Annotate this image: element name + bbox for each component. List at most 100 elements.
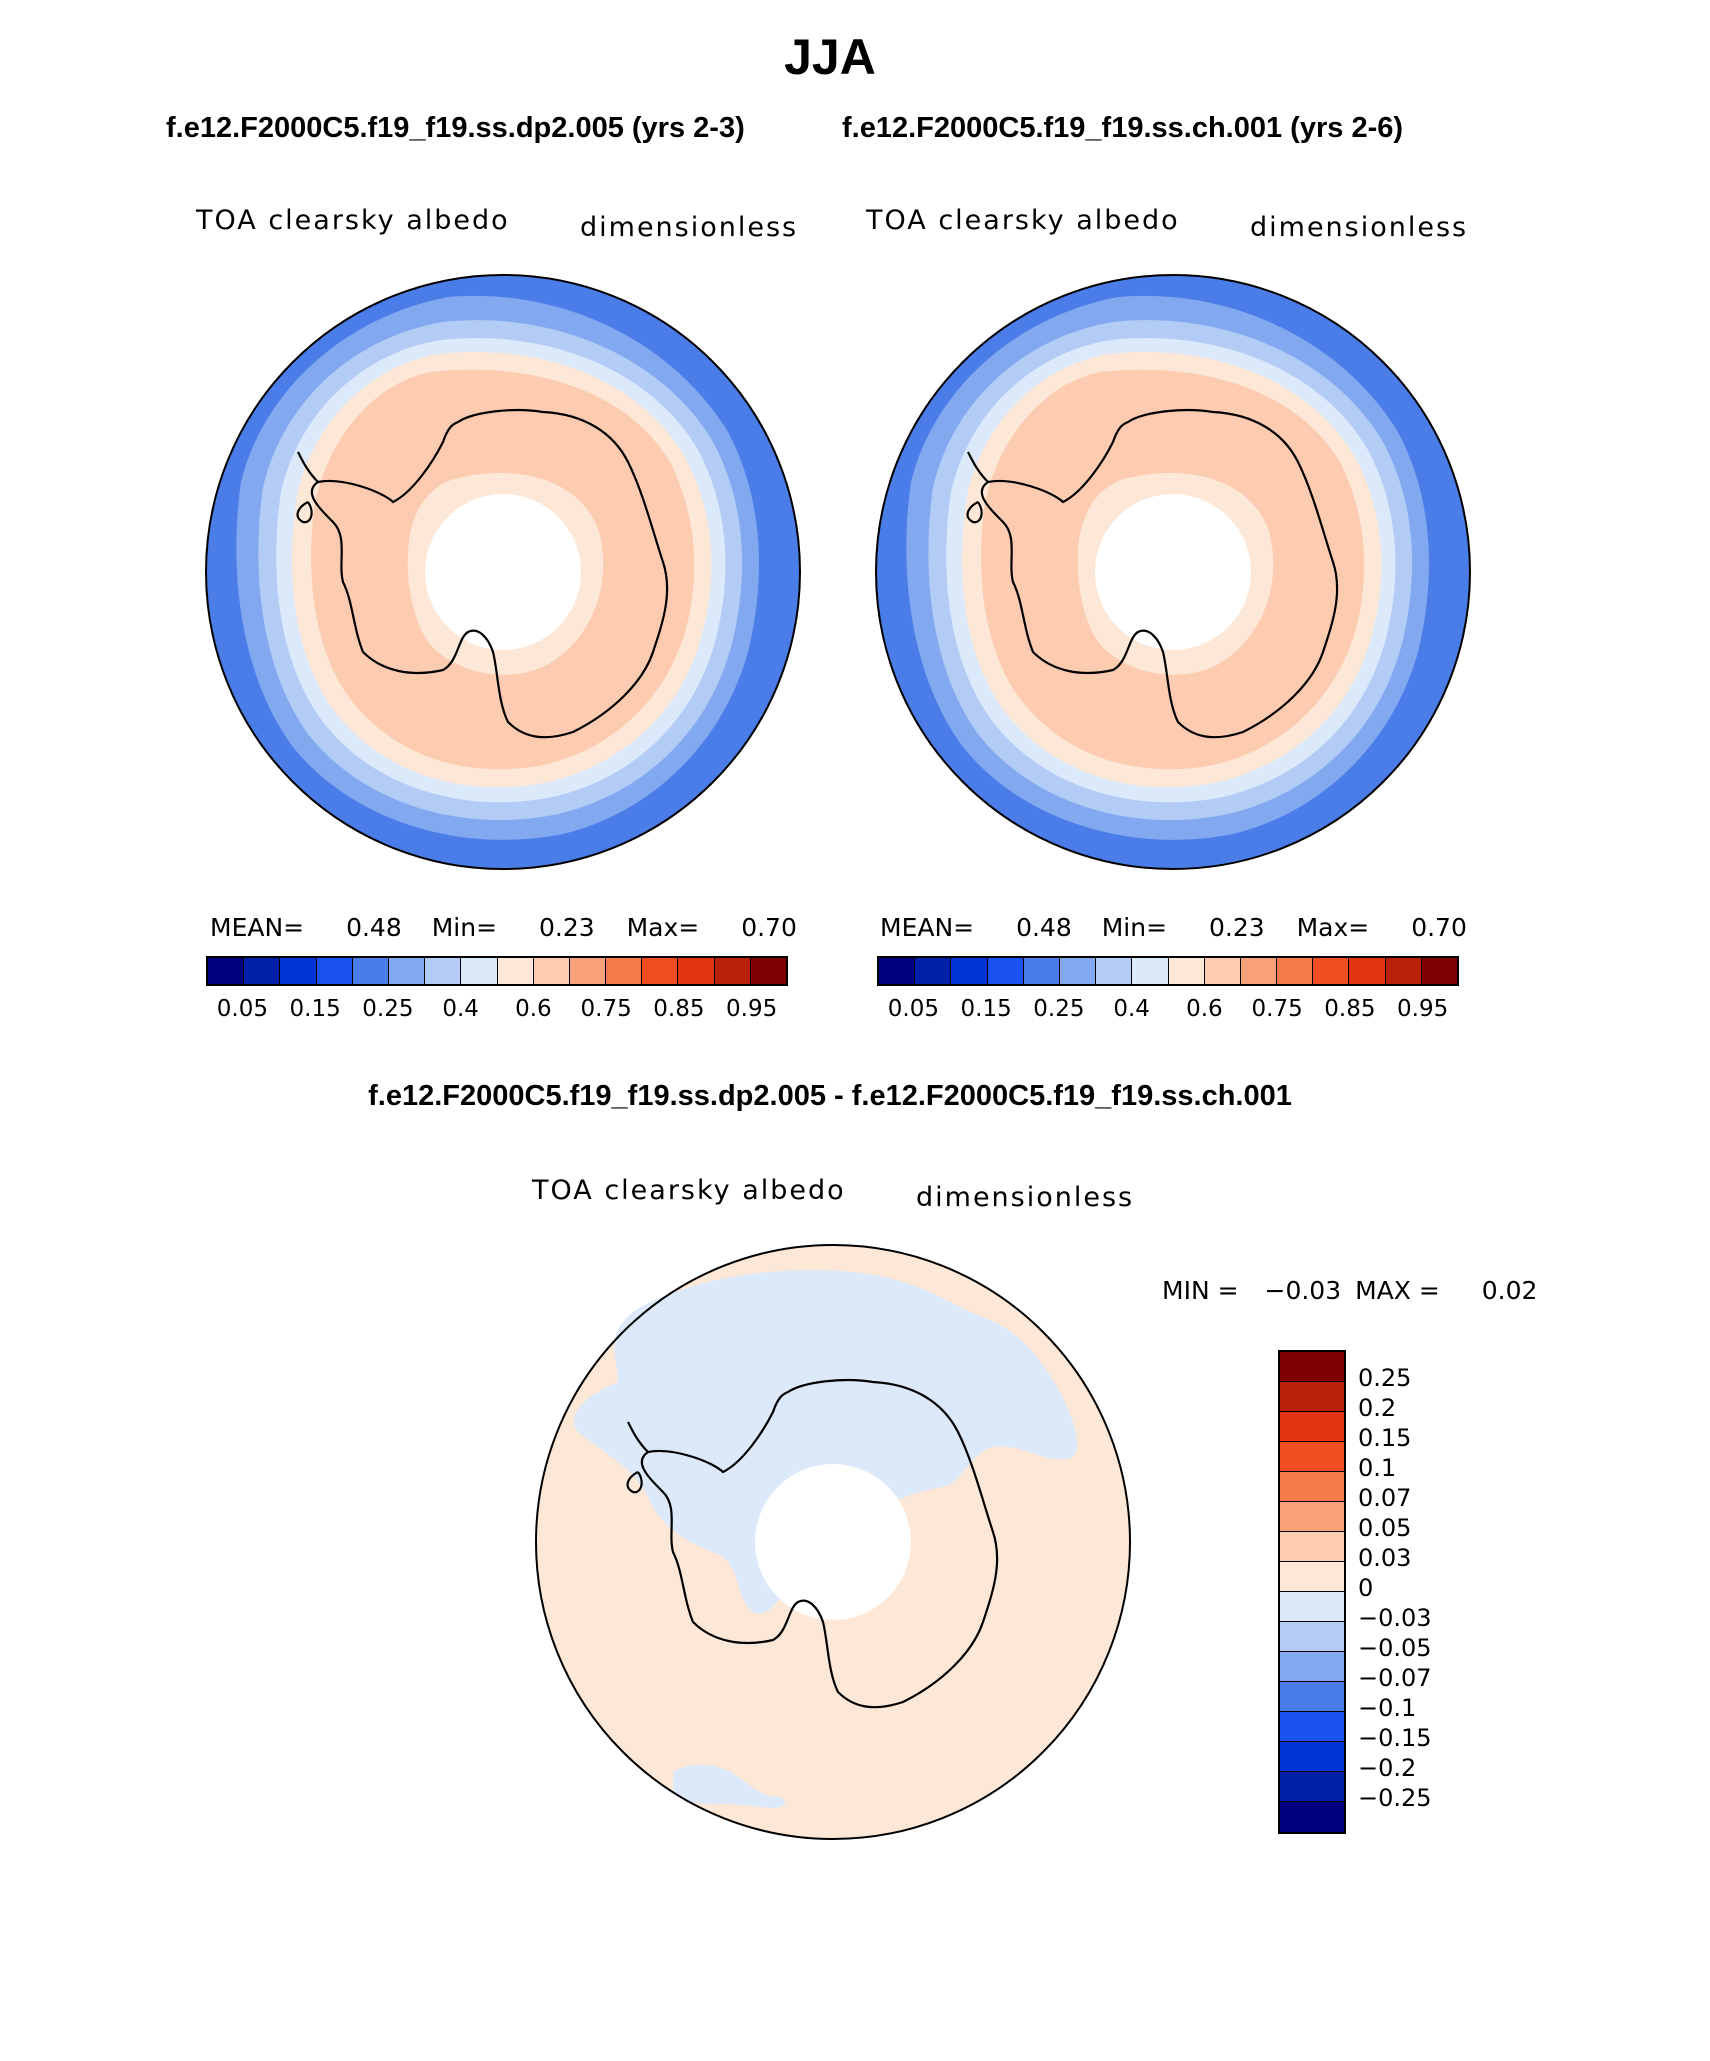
colorbar-box-4 <box>316 958 353 984</box>
diff-colorbar-box-3 <box>1280 1412 1344 1442</box>
max-value: 0.70 <box>741 913 797 942</box>
colorbar-box-12 <box>1277 958 1314 984</box>
antarctica-coastline <box>310 408 669 739</box>
colorbar-box-16 <box>750 958 786 984</box>
colorbar-box-6 <box>388 958 426 984</box>
diff-variable-label: TOA clearsky albedo <box>532 1175 846 1206</box>
diff-min-value: −0.03 <box>1264 1276 1342 1305</box>
diff-units-label: dimensionless <box>916 1182 1135 1213</box>
colorbar-box-10 <box>533 958 570 984</box>
colorbar-box-13 <box>1313 958 1350 984</box>
panel2-colorbar <box>877 956 1459 986</box>
colorbar-tick-label: 0.75 <box>580 996 632 1022</box>
diff-colorbar-box-14 <box>1280 1742 1344 1772</box>
pole-hole <box>425 494 581 650</box>
diff-colorbar-box-1 <box>1280 1352 1344 1382</box>
colorbar-box-3 <box>280 958 317 984</box>
antarctic-peninsula <box>626 1421 649 1494</box>
diff-colorbar-tick-label: 0.2 <box>1358 1394 1397 1422</box>
difference-polar-map <box>535 1244 1131 1840</box>
diff-min-max: MIN = −0.03 MAX = 0.02 <box>1162 1276 1537 1305</box>
panel2-units-label: dimensionless <box>1250 212 1469 243</box>
map-boundary <box>875 274 1471 870</box>
colorbar-tick-label: 0.95 <box>1397 996 1449 1022</box>
colorbar-box-8 <box>461 958 498 984</box>
diff-colorbar-box-13 <box>1280 1712 1344 1742</box>
diff-colorbar-tick-label: 0.07 <box>1358 1484 1412 1512</box>
colorbar-tick-label: 0.6 <box>1186 996 1223 1022</box>
diff-colorbar-tick-label: 0.1 <box>1358 1454 1397 1482</box>
map-boundary <box>535 1244 1131 1840</box>
panel1-variable-label: TOA clearsky albedo <box>196 205 510 236</box>
colorbar-tick-label: 0.15 <box>289 996 341 1022</box>
negative-anomaly-region <box>573 1269 1078 1614</box>
diff-colorbar-tick-label: −0.25 <box>1358 1784 1432 1812</box>
diff-colorbar-box-15 <box>1280 1772 1344 1802</box>
colorbar-box-12 <box>606 958 643 984</box>
panel1-units-label: dimensionless <box>580 212 799 243</box>
colorbar-tick-label: 0.05 <box>887 996 939 1022</box>
panel2-variable-label: TOA clearsky albedo <box>866 205 1180 236</box>
colorbar-tick-label: 0.75 <box>1251 996 1303 1022</box>
diff-min-label: MIN = <box>1162 1276 1239 1305</box>
diff-colorbar-box-2 <box>1280 1382 1344 1412</box>
diff-colorbar-tick-label: −0.05 <box>1358 1634 1432 1662</box>
colorbar-box-15 <box>1385 958 1422 984</box>
diff-colorbar-tick-label: −0.07 <box>1358 1664 1432 1692</box>
colorbar-tick-label: 0.4 <box>442 996 479 1022</box>
panel2-polar-map <box>875 274 1471 870</box>
diff-colorbar-tick-label: −0.03 <box>1358 1604 1432 1632</box>
mean-label: MEAN= <box>210 913 305 942</box>
panel1-colorbar-ticks: 0.05 0.15 0.25 0.4 0.6 0.75 0.85 0.95 <box>206 996 788 1026</box>
colorbar-box-5 <box>1023 958 1060 984</box>
difference-title: f.e12.F2000C5.f19_f19.ss.dp2.005 - f.e12… <box>368 1080 1292 1112</box>
mean-value: 0.48 <box>346 913 402 942</box>
colorbar-tick-label: 0.85 <box>653 996 705 1022</box>
min-value: 0.23 <box>538 913 595 942</box>
colorbar-tick-label: 0.15 <box>960 996 1012 1022</box>
colorbar-box-2 <box>244 958 281 984</box>
colorbar-box-9 <box>1168 958 1205 984</box>
colorbar-tick-label: 0.05 <box>216 996 268 1022</box>
panel1-stats: MEAN= 0.48 Min= 0.23 Max= 0.70 <box>210 913 797 942</box>
panel2-colorbar-ticks: 0.05 0.15 0.25 0.4 0.6 0.75 0.85 0.95 <box>877 996 1459 1026</box>
colorbar-box-8 <box>1132 958 1169 984</box>
mean-value: 0.48 <box>1016 913 1072 942</box>
colorbar-box-7 <box>1096 958 1133 984</box>
antarctica-coastline <box>980 408 1339 739</box>
diff-colorbar-box-16 <box>1280 1802 1344 1832</box>
min-value: 0.23 <box>1208 913 1265 942</box>
difference-colorbar <box>1278 1350 1346 1834</box>
diff-colorbar-tick-label: 0 <box>1358 1574 1374 1602</box>
colorbar-box-10 <box>1204 958 1241 984</box>
colorbar-box-13 <box>642 958 679 984</box>
diff-colorbar-box-4 <box>1280 1442 1344 1472</box>
max-label: Max= <box>1296 913 1370 942</box>
min-label: Min= <box>431 913 498 942</box>
colorbar-box-11 <box>1240 958 1278 984</box>
pole-hole <box>755 1464 911 1620</box>
colorbar-box-11 <box>569 958 607 984</box>
colorbar-box-16 <box>1421 958 1457 984</box>
difference-colorbar-ticks: 0.25 0.2 0.15 0.1 0.07 0.05 0.03 0 −0.03 −0.05 −0.… <box>1358 1350 1478 1834</box>
season-title: JJA <box>784 29 876 85</box>
colorbar-box-6 <box>1059 958 1097 984</box>
diff-max-value: 0.02 <box>1481 1276 1538 1305</box>
diff-colorbar-tick-label: 0.05 <box>1358 1514 1412 1542</box>
colorbar-box-15 <box>714 958 751 984</box>
pole-hole <box>1095 494 1251 650</box>
diff-colorbar-tick-label: −0.1 <box>1358 1694 1417 1722</box>
panel2-stats: MEAN= 0.48 Min= 0.23 Max= 0.70 <box>880 913 1467 942</box>
map-boundary <box>205 274 801 870</box>
panel1-polar-map <box>205 274 801 870</box>
colorbar-tick-label: 0.25 <box>362 996 414 1022</box>
diff-colorbar-box-5 <box>1280 1472 1344 1502</box>
diff-colorbar-box-12 <box>1280 1682 1344 1712</box>
diff-colorbar-tick-label: 0.25 <box>1358 1364 1412 1392</box>
colorbar-box-14 <box>1349 958 1386 984</box>
min-label: Min= <box>1101 913 1168 942</box>
colorbar-tick-label: 0.4 <box>1113 996 1150 1022</box>
diff-colorbar-tick-label: −0.15 <box>1358 1724 1432 1752</box>
diff-colorbar-box-7 <box>1280 1532 1344 1562</box>
diff-colorbar-box-10 <box>1280 1622 1344 1652</box>
